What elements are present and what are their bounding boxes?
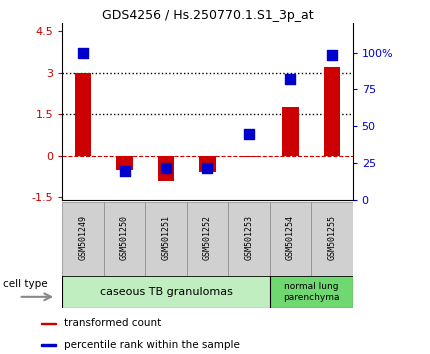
Bar [241, 156, 257, 157]
FancyBboxPatch shape [104, 202, 145, 276]
Bar [75, 73, 91, 156]
Bar [323, 67, 340, 156]
FancyBboxPatch shape [187, 202, 228, 276]
Bar [62, 276, 270, 308]
Text: normal lung
parenchyma: normal lung parenchyma [283, 282, 339, 302]
Point [329, 53, 335, 58]
Bar [41, 344, 56, 346]
Text: GSM501251: GSM501251 [162, 215, 171, 260]
Text: GSM501254: GSM501254 [286, 215, 295, 260]
FancyBboxPatch shape [270, 202, 311, 276]
Text: GSM501253: GSM501253 [244, 215, 253, 260]
Bar [116, 156, 133, 170]
FancyBboxPatch shape [311, 202, 353, 276]
Bar [270, 276, 353, 308]
Text: GSM501249: GSM501249 [79, 215, 88, 260]
Text: cell type: cell type [3, 279, 48, 289]
FancyBboxPatch shape [228, 202, 270, 276]
Point [80, 50, 86, 55]
Text: GSM501252: GSM501252 [203, 215, 212, 260]
FancyBboxPatch shape [62, 202, 104, 276]
Point [246, 131, 252, 136]
Text: transformed count: transformed count [64, 318, 161, 329]
Text: percentile rank within the sample: percentile rank within the sample [64, 339, 240, 350]
Point [204, 165, 211, 170]
Text: caseous TB granulomas: caseous TB granulomas [100, 287, 233, 297]
FancyBboxPatch shape [145, 202, 187, 276]
Bar [199, 156, 216, 172]
Bar [41, 322, 56, 324]
Point [163, 165, 169, 170]
Bar [158, 156, 174, 181]
Point [121, 168, 128, 173]
Bar [282, 107, 299, 156]
Point [287, 76, 294, 82]
Text: GSM501250: GSM501250 [120, 215, 129, 260]
Title: GDS4256 / Hs.250770.1.S1_3p_at: GDS4256 / Hs.250770.1.S1_3p_at [101, 9, 313, 22]
Text: GSM501255: GSM501255 [327, 215, 336, 260]
